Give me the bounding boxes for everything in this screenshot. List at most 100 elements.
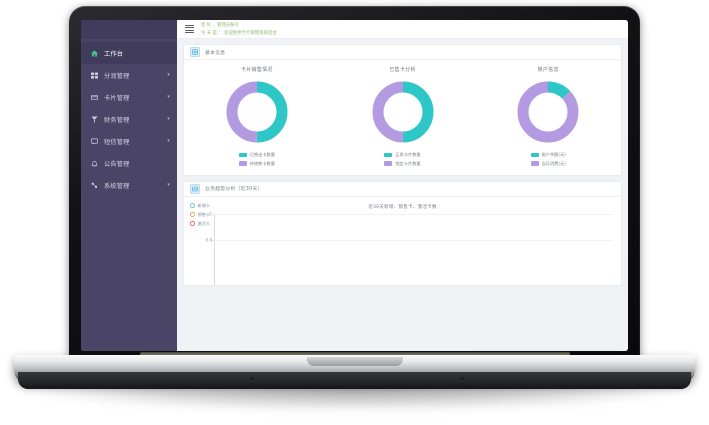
legend-swatch	[384, 152, 393, 158]
sidebar-logo-area	[81, 20, 177, 39]
sidebar-item-label: 工作台	[104, 50, 124, 58]
breadcrumb-subtext: 今 天 是 ： 欢迎使用卡片管理系统后台	[201, 30, 277, 36]
sidebar-item-label: 财务管理	[104, 116, 130, 124]
legend-swatch	[238, 161, 247, 166]
settings-icon	[90, 182, 99, 189]
trend-card: 业务趋势分析（近30天） 新增卡	[183, 180, 622, 286]
chart-title: 已售卡分析	[389, 67, 416, 73]
laptop-base-front	[18, 372, 691, 389]
legend-label: 激活卡	[197, 220, 211, 226]
sidebar-item-profit[interactable]: 分润管理 ▾	[81, 64, 177, 86]
basic-info-card-header: 基本信息	[184, 45, 621, 60]
legend-item[interactable]: 激活卡	[190, 221, 210, 227]
grid-icon	[190, 47, 200, 57]
sidebar-item-label: 短信管理	[104, 138, 130, 146]
chart-legend: 新增卡 销售卡 激活卡	[190, 203, 210, 227]
legend-marker	[190, 212, 195, 217]
legend-item: 账户余额(元)	[530, 152, 566, 158]
legend-label: 新增卡	[197, 202, 211, 208]
screen-bezel: 工作台 分润管理 ▾	[81, 20, 628, 351]
sidebar-item-notice[interactable]: 公告管理	[81, 152, 177, 174]
legend-swatch	[384, 161, 393, 166]
app-screen: 工作台 分润管理 ▾	[81, 20, 628, 351]
laptop-lid: 工作台 分润管理 ▾	[69, 6, 640, 362]
y-tick-label: 1	[209, 211, 212, 216]
split-icon	[90, 71, 99, 79]
breadcrumb-line-2: 今 天 是 ： 欢迎使用卡片管理系统后台	[201, 30, 277, 36]
y-tick	[212, 239, 214, 241]
laptop-trackpad-notch	[306, 357, 403, 366]
chevron-down-icon: ▾	[167, 71, 170, 78]
legend-label: 销售卡	[197, 211, 211, 217]
breadcrumb: 您 好 ，管理员账号 今 天 是 ： 欢迎使用卡片管理系统后台	[201, 22, 277, 36]
breadcrumb-greeting: 您 好 ，管理员账号	[201, 23, 239, 29]
legend-item: 已售出卡数量	[238, 152, 275, 158]
chart-legend: 已售出卡数量 待销售卡数量	[238, 152, 275, 167]
sidebar-item-label: 公告管理	[104, 160, 130, 168]
legend-item[interactable]: 新增卡	[190, 203, 210, 209]
legend-label: 正常卡片数量	[395, 152, 421, 157]
chart-title: 近30天新增、销售卡、激活卡数	[368, 204, 437, 210]
chevron-down-icon: ▾	[167, 115, 170, 122]
laptop-hinge	[140, 352, 570, 357]
legend-swatch	[238, 152, 247, 158]
legend-label: 当月消费(元)	[541, 160, 566, 166]
home-icon	[90, 49, 99, 57]
donut-graphic	[369, 78, 437, 146]
bell-icon	[90, 160, 99, 167]
laptop-foot-right	[460, 377, 464, 380]
legend-swatch	[530, 161, 539, 166]
chevron-down-icon: ▾	[167, 93, 170, 100]
sidebar-item-cards[interactable]: 卡片管理 ▾	[81, 86, 177, 108]
trend-card-title: 业务趋势分析（近30天）	[205, 187, 263, 192]
sidebar-item-label: 系统管理	[104, 182, 130, 190]
chevron-down-icon: ▾	[167, 181, 170, 188]
legend-label: 待销售卡数量	[249, 160, 275, 166]
donut-chart-row: 卡片销售情况	[184, 60, 621, 175]
legend-label: 账户余额(元)	[541, 152, 566, 157]
trend-chart: 新增卡 销售卡 激活卡	[184, 197, 621, 285]
sidebar-menu: 工作台 分润管理 ▾	[81, 39, 177, 196]
y-axis	[214, 213, 215, 285]
chevron-down-icon: ▾	[167, 137, 170, 144]
legend-item: 当月消费(元)	[530, 160, 566, 167]
sidebar: 工作台 分润管理 ▾	[81, 20, 177, 351]
message-icon	[90, 138, 99, 145]
donut-graphic	[223, 78, 291, 146]
line-chart-icon	[190, 183, 200, 194]
sidebar-item-label: 分润管理	[104, 72, 130, 80]
legend-item: 正常卡片数量	[384, 152, 421, 158]
gridline	[214, 213, 613, 215]
sidebar-item-sms[interactable]: 短信管理 ▾	[81, 130, 177, 152]
legend-item: 待销售卡数量	[238, 160, 275, 167]
basic-info-card-title: 基本信息	[205, 50, 226, 56]
gridline	[214, 239, 613, 241]
legend-marker	[190, 221, 195, 226]
breadcrumb-line-1: 您 好 ，管理员账号	[201, 22, 277, 28]
donut-chart-sold-analysis: 已售卡分析	[330, 66, 476, 167]
donut-graphic	[514, 78, 582, 146]
sidebar-item-system[interactable]: 系统管理 ▾	[81, 174, 177, 196]
y-tick-label: 0.8	[205, 237, 212, 242]
laptop-foot-left	[250, 377, 254, 380]
sidebar-item-workbench[interactable]: 工作台	[81, 42, 177, 64]
sidebar-item-label: 卡片管理	[104, 94, 130, 102]
legend-label: 已售出卡数量	[249, 152, 275, 157]
legend-swatch	[530, 152, 539, 158]
card-icon	[90, 94, 99, 101]
chart-plot-area: 1 0.8	[206, 211, 613, 285]
topbar: 您 好 ，管理员账号 今 天 是 ： 欢迎使用卡片管理系统后台	[177, 20, 628, 39]
hamburger-icon[interactable]	[185, 24, 194, 34]
sidebar-item-finance[interactable]: 财务管理 ▾	[81, 108, 177, 130]
content-scroll: 基本信息 卡片销售情况	[177, 39, 628, 351]
legend-item[interactable]: 销售卡	[190, 212, 210, 218]
chart-legend: 正常卡片数量 锁定卡片数量	[384, 152, 421, 167]
chart-title: 账户信息	[537, 67, 559, 73]
y-tick	[212, 213, 214, 215]
donut-chart-sales: 卡片销售情况	[184, 66, 330, 167]
chart-title: 卡片销售情况	[240, 67, 273, 73]
finance-icon	[90, 115, 99, 123]
trend-card-header: 业务趋势分析（近30天）	[184, 182, 621, 197]
legend-label: 锁定卡片数量	[395, 160, 421, 166]
basic-info-card: 基本信息 卡片销售情况	[183, 44, 622, 176]
